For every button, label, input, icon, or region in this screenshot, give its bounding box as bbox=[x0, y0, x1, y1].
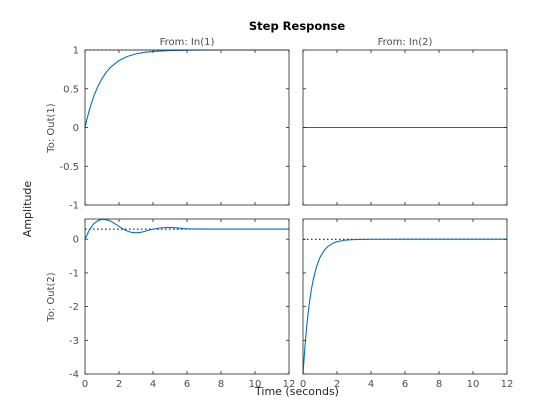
y-axis-label: Amplitude bbox=[21, 181, 34, 238]
x-tick-label-r2c2-1: 2 bbox=[334, 379, 340, 390]
panel-grid: 10.50-0.5-10-1-2-3-40 2 4 6 8 10 12 0 2 4 6 8 10 12 bbox=[59, 46, 513, 391]
y-tick-label-r2c1-0: 0 bbox=[73, 235, 79, 246]
panel-r1c2 bbox=[302, 49, 508, 206]
column-label-in1: From: In(1) bbox=[160, 37, 215, 48]
x-tick-label-r2c1-6: 12 bbox=[283, 379, 296, 390]
y-tick-label-r1c1-3: -0.5 bbox=[59, 162, 79, 173]
row-label-out1: To: Out(1) bbox=[46, 103, 57, 153]
x-tick-label-r2c1-1: 2 bbox=[116, 379, 122, 390]
response-curve-r2c2 bbox=[302, 238, 507, 375]
x-tick-label-r2c1-4: 8 bbox=[218, 379, 224, 390]
column-label-in2: From: In(2) bbox=[378, 37, 433, 48]
panel-r2c1: 0-1-2-3-40 2 4 6 8 10 12 bbox=[69, 218, 296, 390]
y-tick-label-r2c1-3: -3 bbox=[69, 336, 79, 347]
x-tick-label-r2c1-5: 10 bbox=[249, 379, 262, 390]
x-tick-label-r2c1-2: 4 bbox=[150, 379, 156, 390]
x-tick-label-r2c2-2: 4 bbox=[368, 379, 374, 390]
x-tick-label-r2c2-6: 12 bbox=[501, 379, 514, 390]
x-tick-label-r2c2-4: 8 bbox=[436, 379, 442, 390]
x-tick-label-r2c2-5: 10 bbox=[467, 379, 480, 390]
row-label-out2: To: Out(2) bbox=[46, 272, 57, 322]
y-tick-label-r1c1-0: 1 bbox=[73, 46, 79, 57]
y-tick-label-r2c1-1: -1 bbox=[69, 268, 79, 279]
panel-r1c1: 1 0.5 0 -0.5 -1 bbox=[59, 46, 290, 212]
x-tick-label-r2c2-0: 0 bbox=[300, 379, 306, 390]
x-tick-label-r2c1-3: 6 bbox=[184, 379, 190, 390]
panel-r2c2: 0 2 4 6 8 10 12 bbox=[300, 218, 514, 390]
y-tick-label-r2c1-4: -4 bbox=[69, 370, 79, 381]
y-tick-label-r1c1-1: 0.5 bbox=[63, 84, 79, 95]
y-tick-label-r2c1-2: -2 bbox=[69, 302, 79, 313]
x-axis-label: Time (seconds) bbox=[254, 385, 339, 398]
chart-title: Step Response bbox=[249, 19, 345, 33]
x-tick-label-r2c2-3: 6 bbox=[402, 379, 408, 390]
y-tick-label-r1c1-2: 0 bbox=[73, 123, 79, 134]
y-tick-label-r1c1-4: -1 bbox=[69, 201, 79, 212]
x-tick-label-r2c1-0: 0 bbox=[82, 379, 88, 390]
